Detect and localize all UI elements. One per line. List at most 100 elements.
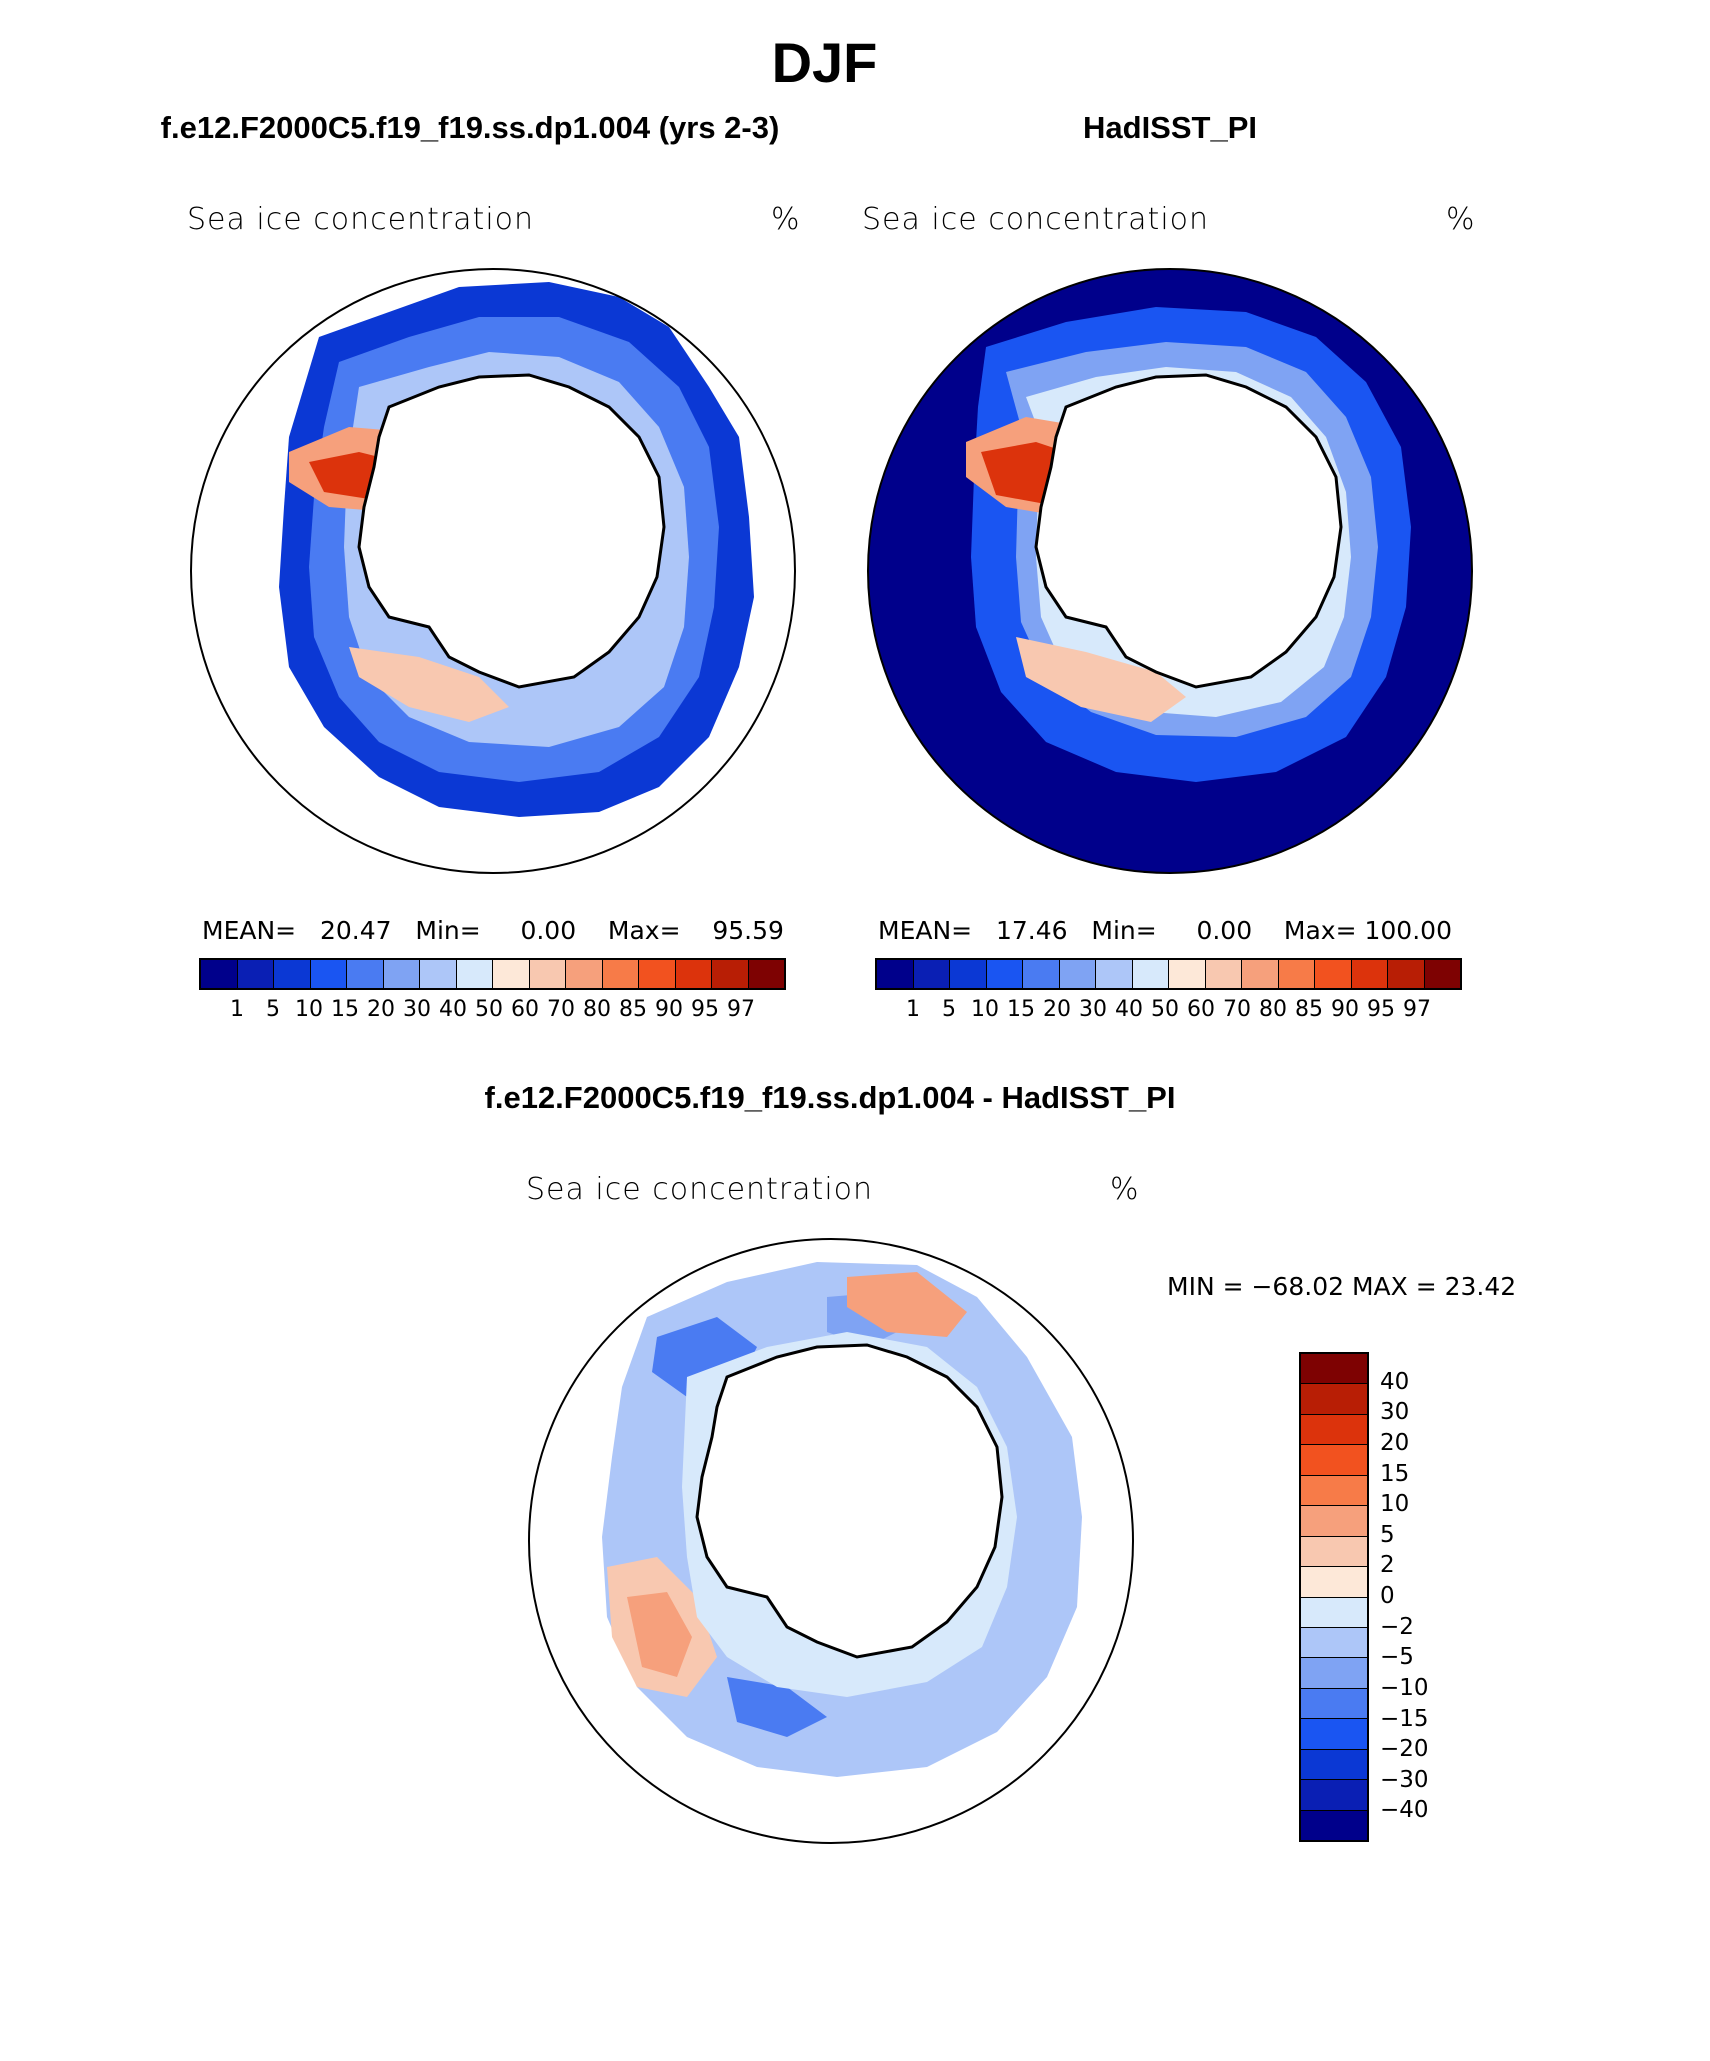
colorbar-tick-label: 0 <box>1380 1583 1395 1609</box>
colorbar-segment <box>1388 960 1425 988</box>
colorbar-segment <box>1301 1688 1367 1720</box>
antarctica <box>357 373 666 689</box>
left-max-label: Max= <box>607 916 681 945</box>
colorbar-segment <box>1132 960 1169 988</box>
colorbar-tick-label: 60 <box>1187 997 1215 1022</box>
colorbar-segment <box>1424 960 1460 988</box>
colorbar-segment <box>675 960 712 988</box>
left-polar-map <box>190 268 796 874</box>
colorbar-tick-label: 60 <box>511 997 539 1022</box>
right-mean-label: MEAN= <box>878 916 973 945</box>
colorbar-segment <box>1301 1506 1367 1537</box>
colorbar-segment <box>1301 1354 1367 1385</box>
diff-variable-label: Sea ice concentration <box>526 1172 874 1207</box>
left-stats: MEAN= 20.47 Min= 0.00 Max= 95.59 <box>202 916 784 945</box>
colorbar-tick-label: −5 <box>1380 1644 1414 1671</box>
colorbar-segment <box>1096 960 1133 988</box>
left-mean-label: MEAN= <box>202 916 297 945</box>
diff-negative-3 <box>727 1677 827 1737</box>
diff-unit-label: % <box>1110 1172 1140 1207</box>
colorbar-segment <box>602 960 639 988</box>
colorbar-segment <box>420 960 457 988</box>
colorbar-segment <box>1301 1567 1367 1598</box>
colorbar-tick-label: 70 <box>1223 997 1251 1022</box>
right-polar-map <box>867 268 1473 874</box>
colorbar-tick-label: 20 <box>367 997 395 1022</box>
colorbar-tick-label: 90 <box>1331 997 1359 1022</box>
colorbar-tick-label: 15 <box>1380 1460 1410 1487</box>
colorbar-tick-label: 15 <box>1007 997 1035 1022</box>
colorbar-segment <box>1301 1780 1367 1811</box>
colorbar-tick-label: 40 <box>1115 997 1143 1022</box>
colorbar-tick-label: 85 <box>619 997 647 1022</box>
colorbar-tick-label: 10 <box>295 997 323 1022</box>
colorbar-tick-label: 80 <box>583 997 611 1022</box>
colorbar-segment <box>1315 960 1352 988</box>
colorbar-segment <box>639 960 676 988</box>
diff-polar-map <box>528 1238 1134 1844</box>
colorbar-segment <box>1278 960 1315 988</box>
right-stats: MEAN= 17.46 Min= 0.00 Max= 100.00 <box>878 916 1452 945</box>
diff-colorbar-ticks: 40 30 20 15 10 5 2 0 −2 −5 −10 −15 −20 −30 −40 <box>1380 1352 1460 1842</box>
colorbar-tick-label: 1 <box>906 997 920 1022</box>
colorbar-segment <box>1301 1749 1367 1781</box>
diff-panel-title: f.e12.F2000C5.f19_f19.ss.dp1.004 - HadIS… <box>484 1080 1176 1115</box>
colorbar-tick-label: 85 <box>1295 997 1323 1022</box>
colorbar-segment <box>1301 1414 1367 1446</box>
colorbar-tick-label: 2 <box>1380 1552 1395 1579</box>
colorbar-segment <box>566 960 603 988</box>
right-panel-title: HadISST_PI <box>1083 110 1257 145</box>
colorbar-tick-label: 30 <box>1079 997 1107 1022</box>
colorbar-segment <box>310 960 347 988</box>
colorbar-segment <box>986 960 1023 988</box>
left-unit-label: % <box>771 202 801 237</box>
colorbar-segment <box>950 960 987 988</box>
colorbar-tick-label: 30 <box>403 997 431 1022</box>
colorbar-segment <box>237 960 274 988</box>
colorbar-tick-label: 20 <box>1043 997 1071 1022</box>
colorbar-tick-label: 95 <box>1367 997 1395 1022</box>
antarctica <box>695 1343 1004 1659</box>
colorbar-tick-label: 5 <box>942 997 956 1022</box>
colorbar-tick-label: 10 <box>971 997 999 1022</box>
colorbar-tick-label: 40 <box>439 997 467 1022</box>
diff-colorbar <box>1299 1352 1369 1842</box>
colorbar-segment <box>1301 1719 1367 1750</box>
colorbar-segment <box>1301 1658 1367 1689</box>
figure-title: DJF <box>771 31 878 94</box>
colorbar-segment <box>1301 1597 1367 1628</box>
colorbar-tick-label: 70 <box>547 997 575 1022</box>
left-colorbar-ticks: 1 5 10 15 20 30 40 50 60 70 80 85 90 95 97 <box>219 997 759 1022</box>
right-mean-value: 17.46 <box>995 916 1068 945</box>
right-min-value: 0.00 <box>1196 916 1253 945</box>
right-max-label: Max= <box>1283 916 1357 945</box>
left-min-label: Min= <box>415 916 481 945</box>
antarctica <box>1034 373 1343 689</box>
diff-positive-3 <box>627 1592 692 1677</box>
colorbar-segment <box>383 960 420 988</box>
colorbar-tick-label: 50 <box>475 997 503 1022</box>
colorbar-tick-label: 95 <box>691 997 719 1022</box>
right-colorbar <box>875 958 1462 990</box>
colorbar-tick-label: −10 <box>1380 1674 1429 1701</box>
colorbar-segment <box>1301 1536 1367 1568</box>
colorbar-segment <box>1351 960 1388 988</box>
colorbar-segment <box>1023 960 1060 988</box>
colorbar-tick-label: 10 <box>1380 1491 1410 1518</box>
right-colorbar-ticks: 1 5 10 15 20 30 40 50 60 70 80 85 90 95 97 <box>895 997 1435 1022</box>
colorbar-segment <box>347 960 384 988</box>
right-unit-label: % <box>1446 202 1476 237</box>
colorbar-tick-label: −2 <box>1380 1613 1414 1640</box>
colorbar-tick-label: 40 <box>1380 1368 1410 1395</box>
colorbar-segment <box>1301 1475 1367 1507</box>
colorbar-tick-label: 15 <box>331 997 359 1022</box>
colorbar-tick-label: 97 <box>1403 997 1431 1022</box>
colorbar-tick-label: 97 <box>727 997 755 1022</box>
colorbar-tick-label: 20 <box>1380 1429 1410 1456</box>
ross-sea-ice <box>349 647 509 722</box>
colorbar-tick-label: 5 <box>1380 1521 1395 1548</box>
right-min-label: Min= <box>1091 916 1157 945</box>
colorbar-segment <box>712 960 749 988</box>
colorbar-tick-label: 1 <box>230 997 244 1022</box>
right-max-value: 100.00 <box>1364 916 1452 945</box>
